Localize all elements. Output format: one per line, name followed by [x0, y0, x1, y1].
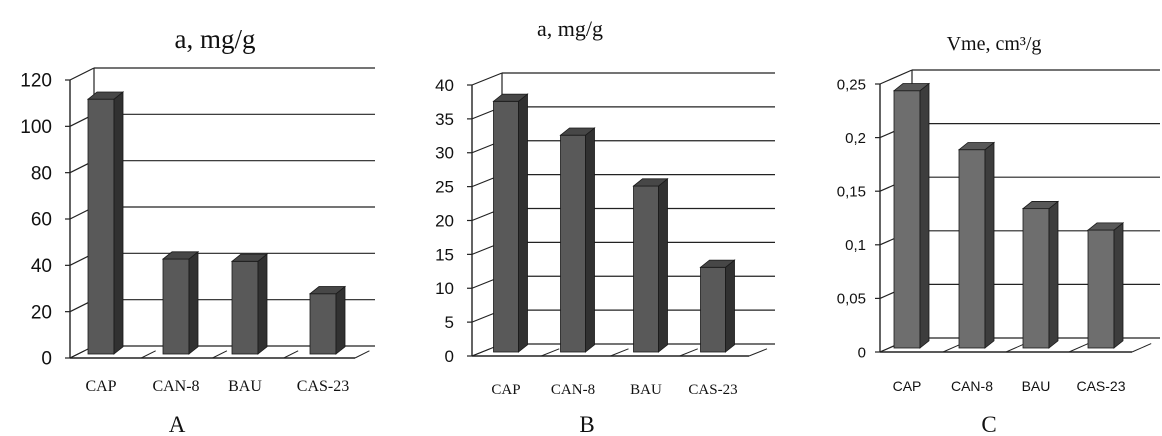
chart-c-bar — [1086, 222, 1125, 349]
chart-a-floor-divider — [141, 350, 156, 359]
chart-c-y-tick-label: 0 — [858, 344, 866, 361]
chart-b-plot: 0 5 10 15 20 25 30 35 40 CAP CAN-8 BAU CAS-23 — [435, 72, 775, 398]
chart-a-bar — [230, 253, 269, 355]
chart-c-floor-divider — [1131, 343, 1152, 353]
chart-b-title: a, mg/g — [537, 16, 603, 41]
chart-b-x-tick-label: CAS-23 — [688, 382, 737, 398]
chart-panel-b: a, mg/g B 0 5 10 15 20 25 30 35 40 CAP CAN-8 BAU CAS… — [390, 0, 780, 436]
chart-c-x-tick-label: CAP — [893, 378, 922, 394]
chart-b-y-tick-label: 10 — [435, 279, 454, 298]
chart-b-bar — [699, 259, 736, 353]
chart-a-y-tick-label: 20 — [31, 302, 52, 323]
chart-c-x-tick-label: CAS-23 — [1076, 378, 1125, 394]
chart-a-x-tick-label: CAS-23 — [297, 378, 349, 395]
chart-b-y-tick-label: 35 — [435, 110, 454, 129]
chart-b-floor-divider — [541, 348, 560, 357]
chart-b-floor-divider — [748, 348, 768, 357]
chart-c-y-tick-label: 0,15 — [837, 183, 866, 200]
chart-a-x-tick-label: CAP — [85, 378, 116, 395]
chart-c-x-tick-label: CAN-8 — [951, 378, 993, 394]
chart-c-y-tick-label: 0,25 — [837, 76, 866, 93]
chart-a-y-tick-label: 0 — [41, 349, 52, 370]
chart-a-y-tick-label: 40 — [31, 256, 52, 277]
chart-c-panel-label: C — [981, 412, 996, 436]
chart-b-y-tick-label: 15 — [435, 245, 454, 264]
chart-a-panel-label: A — [169, 412, 186, 436]
chart-b-y-tick-label: 0 — [445, 347, 454, 366]
chart-b-x-tick-label: CAN-8 — [551, 382, 595, 398]
chart-a-y-tick-label: 60 — [31, 210, 52, 231]
chart-b-floor-divider — [610, 348, 629, 357]
chart-a-svg: a, mg/g A 0 20 40 60 80 100 120 CAP CAN-8 BAU CAS-… — [20, 24, 375, 436]
chart-a-gridline-side — [69, 67, 95, 81]
chart-a-floor-divider — [354, 350, 370, 359]
chart-b-y-tick-label: 25 — [435, 178, 454, 197]
chart-c-floor-divider — [1005, 343, 1026, 353]
chart-a-x-tick-label: BAU — [228, 378, 262, 395]
chart-a-floor-divider — [69, 350, 85, 359]
chart-b-y-tick-label: 5 — [445, 313, 454, 332]
chart-c-y-tick-label: 0,05 — [837, 291, 866, 308]
chart-b-floor-divider — [679, 348, 698, 357]
chart-b-y-tick-label: 40 — [435, 76, 454, 95]
chart-a-plot: 0 20 40 60 80 100 120 CAP CAN-8 BAU CAS-23 — [20, 67, 375, 395]
chart-b-panel-label: B — [579, 412, 594, 436]
chart-b-y-tick-label: 20 — [435, 211, 454, 230]
chart-a-y-tick-label: 120 — [20, 71, 52, 92]
chart-a-y-tick-label: 80 — [31, 163, 52, 184]
chart-a-title: a, mg/g — [175, 24, 256, 54]
chart-c-gridline-side — [879, 69, 913, 85]
chart-a-y-tick-label: 100 — [20, 117, 52, 138]
chart-b-floor-divider — [471, 348, 491, 357]
chart-b-bar — [492, 93, 529, 353]
chart-panel-c: Vme, cm³/g C 0 0,05 0,1 0,15 0,2 0,25 CAP CAN-8… — [800, 0, 1162, 436]
chart-a-bar — [308, 285, 347, 355]
chart-a-floor-divider — [283, 350, 299, 359]
chart-c-floor-divider — [1068, 343, 1089, 353]
chart-c-y-tick-label: 0,2 — [845, 130, 866, 147]
chart-a-bar — [86, 91, 125, 355]
chart-a-bar — [161, 250, 200, 355]
chart-b-bar — [559, 127, 596, 353]
chart-c-y-tick-label: 0,1 — [845, 237, 866, 254]
chart-c-x-tick-label: BAU — [1022, 378, 1051, 394]
chart-a-x-tick-label: CAN-8 — [152, 378, 199, 395]
chart-panel-a: a, mg/g A 0 20 40 60 80 100 120 CAP CAN-8 BAU CAS-… — [0, 0, 380, 436]
chart-b-svg: a, mg/g B 0 5 10 15 20 25 30 35 40 CAP CAN-8 BAU CAS… — [435, 16, 775, 436]
chart-b-bar — [632, 177, 669, 353]
chart-c-svg: Vme, cm³/g C 0 0,05 0,1 0,15 0,2 0,25 CAP CAN-8… — [837, 33, 1160, 436]
chart-c-bar — [957, 141, 996, 349]
chart-c-title: Vme, cm³/g — [947, 33, 1042, 55]
chart-a-floor-divider — [212, 350, 228, 359]
chart-c-plot: 0 0,05 0,1 0,15 0,2 0,25 CAP CAN-8 BAU CAS-23 — [837, 69, 1160, 394]
chart-b-gridline-side — [471, 72, 503, 86]
chart-b-x-tick-label: CAP — [491, 382, 520, 398]
chart-b-x-tick-label: BAU — [630, 382, 662, 398]
chart-b-y-tick-label: 30 — [435, 144, 454, 163]
chart-c-bar — [892, 82, 931, 349]
chart-c-bar — [1021, 200, 1060, 349]
